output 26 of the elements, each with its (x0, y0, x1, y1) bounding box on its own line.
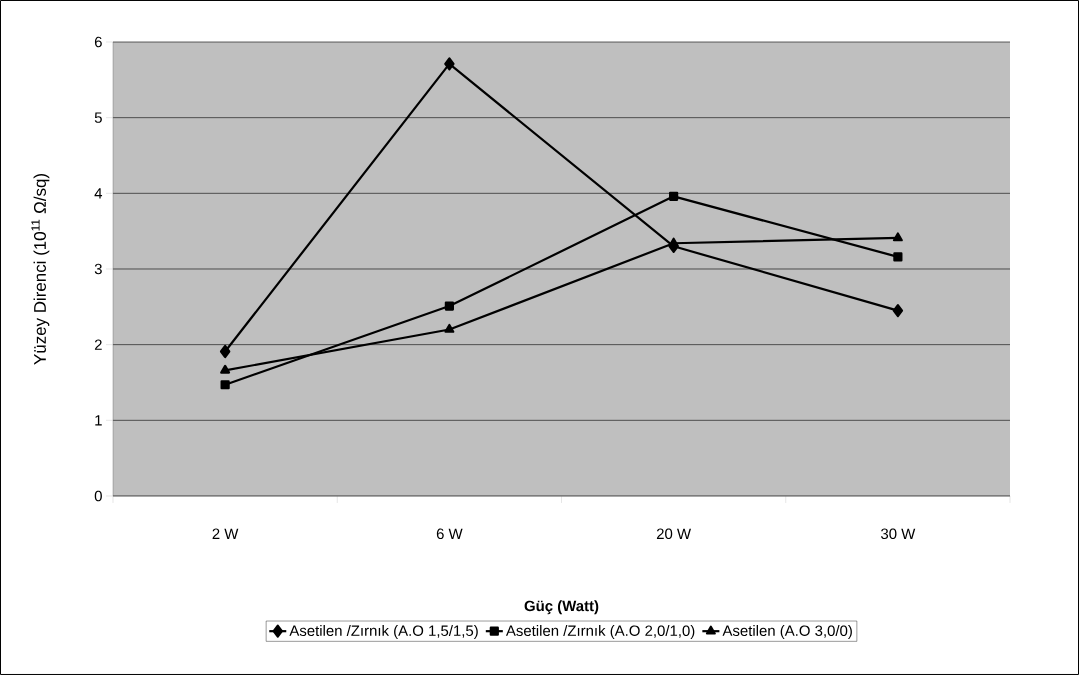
y-tick-label: 5 (94, 112, 102, 123)
x-tick-label: 20 W (656, 528, 691, 540)
point (669, 191, 679, 201)
y-tick-label: 3 (94, 263, 102, 275)
y-tick-label: 1 (95, 415, 102, 426)
y-tick-label: 0 (94, 490, 102, 502)
point (893, 252, 903, 262)
point (220, 364, 231, 374)
point (220, 380, 230, 390)
y-tick-label: 4 (94, 188, 103, 199)
x-tick-label: 30 W (881, 528, 916, 540)
y-axis-title: Yüzey Direnci (10$^{11}$ Ω/sq) (31, 173, 50, 365)
point (892, 304, 904, 318)
point (444, 323, 455, 333)
y-tick-label: 2 (94, 339, 102, 350)
point (444, 301, 454, 311)
legend-label: Asetilen (A.O 3,0/0) (722, 625, 852, 639)
legend-label: Asetilen /Zırnık (A.O 2,0/1,0) (505, 625, 695, 639)
point (219, 344, 231, 359)
legend-label: Asetilen /Zırnık (A.O 1,5/1,5) (289, 625, 478, 639)
y-tick-label: 6 (94, 36, 102, 48)
x-tick-label: 6 W (436, 528, 463, 540)
x-tick-label: 2 W (212, 528, 239, 539)
x-axis-title: Güç (Watt) (524, 600, 599, 615)
point (444, 57, 455, 71)
point (892, 232, 903, 242)
